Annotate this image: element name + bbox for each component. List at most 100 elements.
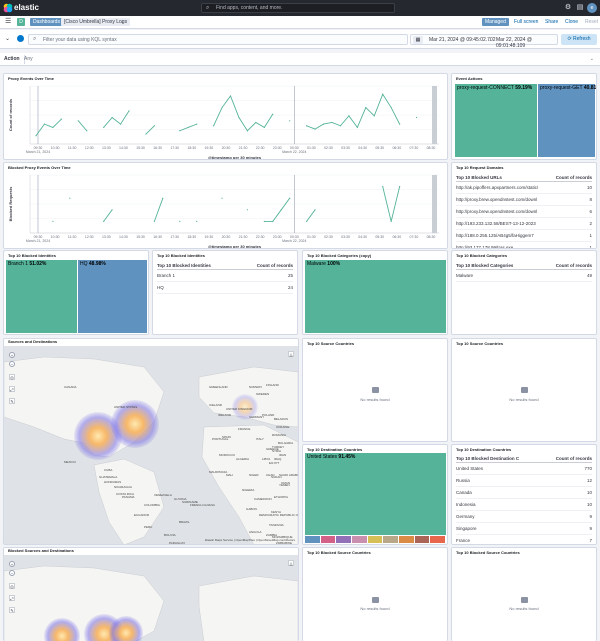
kql-query-input[interactable]: ⌕ Filter your data using KQL syntax	[28, 34, 408, 45]
blocked-layers-icon[interactable]: ◬	[288, 560, 294, 566]
full-screen-button[interactable]: Full screen	[514, 19, 539, 25]
table-row[interactable]: Germany 9	[456, 511, 592, 523]
treemap-minor-cell[interactable]	[383, 536, 399, 543]
date-range-picker[interactable]: ▦ Mar 21, 2024 @ 09:45:02.702 → Mar 22, …	[410, 34, 558, 49]
blocked-zoom-out-icon[interactable]: −	[9, 570, 15, 576]
table-row[interactable]: Singapore 9	[456, 523, 592, 535]
table-row[interactable]: Malware 49	[456, 270, 592, 282]
user-avatar[interactable]: e	[587, 3, 597, 13]
table-col1-header[interactable]: Top 10 Blocked Destination C	[456, 456, 520, 461]
treemap-minor-cell[interactable]	[399, 536, 414, 543]
x-tick-label: 22:30	[256, 235, 265, 239]
table-col2-header[interactable]: Count of records	[555, 175, 592, 180]
saved-query-icon[interactable]	[17, 35, 24, 42]
zoom-in-icon[interactable]: +	[9, 352, 15, 358]
date-start[interactable]: Mar 21, 2024 @ 09:45:02.702	[429, 37, 496, 43]
sources-destinations-map-panel[interactable]: Sources and Destinations CANADA UNITED ST…	[3, 338, 299, 545]
data-point[interactable]	[52, 220, 54, 222]
time-marker-band	[432, 175, 437, 233]
event-actions-treemap[interactable]: proxy-request-CONNECT 59.19% proxy-reques…	[455, 84, 596, 157]
data-point[interactable]	[221, 197, 223, 199]
table-col1-header[interactable]: Top 10 Blocked Categories	[456, 263, 514, 268]
table-row[interactable]: http://proxy.brew.opendnstest.com/downl 8	[456, 194, 592, 206]
table-row[interactable]: http://193.233.132.58/BEST-13-12-2023 2	[456, 218, 592, 230]
data-point[interactable]	[179, 220, 181, 222]
data-point[interactable]	[415, 116, 418, 119]
treemap-cell[interactable]: HQ 48.98%	[78, 260, 147, 333]
chevron-down-icon[interactable]: ⌄	[120, 19, 125, 25]
table-row[interactable]: http://93.177.178.99/tras.exe 1	[456, 242, 592, 248]
layers-icon[interactable]: ◬	[288, 351, 294, 357]
treemap-minor-cell[interactable]	[320, 536, 336, 543]
news-feed-icon[interactable]: ▤	[576, 4, 584, 11]
treemap-cell[interactable]: proxy-request-CONNECT 59.19%	[455, 84, 537, 157]
map-country-label: DEMOCRATIC REPUBLIC OF THE CONGO	[259, 513, 298, 517]
treemap-minor-cell[interactable]	[367, 536, 383, 543]
proxy-events-chart[interactable]: 09:30 10:30 11:30 12:30 13:30 14:30 15:30 16:30…	[4, 82, 447, 160]
calendar-icon[interactable]: ▦	[413, 36, 423, 44]
blocked-categories-treemap[interactable]: Malware 100%	[305, 260, 446, 333]
table-row[interactable]: http://188.0.255.125/AB4g5/faHiggem7 1	[456, 230, 592, 242]
table-row[interactable]: HQ 24	[157, 282, 293, 294]
global-search-input[interactable]: ⌕ Find apps, content, and more.	[201, 3, 395, 13]
treemap-minor-cell[interactable]	[336, 536, 352, 543]
hamburger-menu-icon[interactable]: ☰	[5, 18, 12, 25]
action-control-select[interactable]: Any ⌄	[24, 55, 596, 64]
map-country-label: MAURITANIA	[209, 470, 228, 474]
treemap-cell[interactable]: proxy-request-GET 40.81%	[538, 84, 596, 157]
table-row[interactable]: Indonesia 10	[456, 499, 592, 511]
treemap-minor-cell[interactable]	[430, 536, 446, 543]
map-country-label: CHAD	[266, 473, 275, 477]
treemap-minor-cell[interactable]	[414, 536, 430, 543]
treemap-cell[interactable]: Malware 100%	[305, 260, 446, 333]
data-point[interactable]	[246, 209, 249, 211]
map-country-label: GREENLAND	[209, 385, 228, 389]
data-point[interactable]	[289, 120, 291, 122]
app-space-icon[interactable]: D	[17, 18, 25, 26]
table-col1-header[interactable]: Top 10 Blocked URLs	[456, 175, 502, 180]
table-row[interactable]: http://ak.pipoffers.apxpartners.com/stat…	[456, 182, 592, 194]
zoom-out-icon[interactable]: −	[9, 361, 15, 367]
destination-countries-treemap[interactable]: United States 91.45%	[305, 453, 446, 543]
treemap-minor-cell[interactable]	[305, 536, 320, 543]
table-row[interactable]: http://proxy.brew.opendnstest.com/downl 6	[456, 206, 592, 218]
date-end[interactable]: Mar 22, 2024 @ 09:01:48.109	[496, 37, 532, 49]
blocked-draw-tool-icon[interactable]: ✎	[9, 607, 15, 613]
table-col2-header[interactable]: Count of records	[555, 456, 592, 461]
share-button[interactable]: Share	[545, 19, 559, 25]
data-point[interactable]	[69, 197, 71, 199]
blocked-sources-map-panel[interactable]: Blocked Sources and Destinations + − ◎ ⤢…	[3, 547, 299, 641]
table-row[interactable]: Branch 1 25	[157, 270, 293, 282]
query-menu-chevron-icon[interactable]: ⌄	[5, 36, 11, 42]
map-country-label: IRAQ	[274, 457, 282, 461]
table-row[interactable]: Russia 12	[456, 475, 592, 487]
draw-tool-icon[interactable]: ✎	[9, 398, 15, 404]
table-row[interactable]: United States 770	[456, 463, 592, 475]
treemap-cell[interactable]: Branch 1 51.02%	[6, 260, 77, 333]
blocked-events-chart[interactable]: 09:30 10:30 11:30 12:30 13:30 14:30 15:30 16:30…	[4, 171, 447, 249]
blocked-identities-treemap[interactable]: Branch 1 51.02% HQ 48.98%	[6, 260, 147, 333]
table-col2-header[interactable]: Count of records	[555, 263, 592, 268]
clone-button[interactable]: Clone	[565, 19, 579, 25]
blocked-zoom-in-icon[interactable]: +	[9, 561, 15, 567]
x-tick-label: 20:30	[222, 235, 231, 239]
help-icon[interactable]: ⚙	[564, 4, 572, 11]
table-cell-count: 770	[584, 466, 592, 471]
table-row[interactable]: Canada 10	[456, 487, 592, 499]
table-col1-header[interactable]: Top 10 Blocked Identities	[157, 263, 211, 268]
refresh-button[interactable]: ⟳ Refresh	[561, 34, 597, 45]
treemap-minor-cell[interactable]	[352, 536, 367, 543]
blocked-compass-icon[interactable]: ◎	[9, 583, 15, 589]
fullscreen-icon[interactable]: ⤢	[9, 386, 15, 392]
map-country-label: VENEZUELA	[154, 493, 172, 497]
table-col2-header[interactable]: Count of records	[256, 263, 293, 268]
map-country-label: NAMIBIA	[249, 543, 262, 545]
data-point[interactable]	[196, 220, 198, 222]
blocked-fullscreen-icon[interactable]: ⤢	[9, 595, 15, 601]
treemap-cell-united-states[interactable]: United States 91.45%	[305, 453, 446, 535]
breadcrumb-dashboards[interactable]: Dashboards	[30, 18, 63, 26]
table-row[interactable]: France 7	[456, 535, 592, 544]
compass-icon[interactable]: ◎	[9, 374, 15, 380]
elastic-logo-icon[interactable]	[3, 3, 13, 13]
reset-button[interactable]: Reset	[585, 19, 599, 25]
